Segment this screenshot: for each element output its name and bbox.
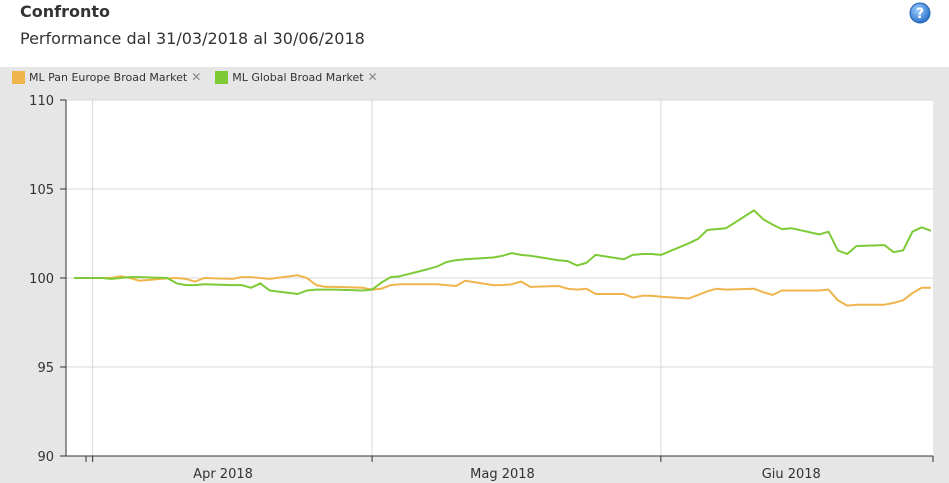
series [74,209,932,307]
svg-text:?: ? [916,6,924,22]
tick-labels: 110 105 100 95 90 Apr 2018 Mag 2018 Giu 2018 [29,94,821,482]
remove-series-icon[interactable]: ✕ [191,70,202,84]
legend-label-global: ML Global Broad Market [232,70,364,84]
remove-series-icon[interactable]: ✕ [367,70,378,84]
series-line-pan-europe [74,274,931,307]
y-tick-label: 100 [29,272,54,287]
chart-panel: ML Pan Europe Broad Market ✕ ML Global B… [0,67,949,483]
chart-title: Confronto [20,2,110,21]
x-tick-label: Mag 2018 [470,467,535,482]
legend-swatch-global [215,70,229,84]
y-tick-label: 110 [29,94,54,109]
y-tick-label: 90 [37,450,54,465]
chart-subtitle: Performance dal 31/03/2018 al 30/06/2018 [20,29,365,48]
x-tick-label: Giu 2018 [762,467,821,482]
series-line-global [74,209,932,295]
legend-swatch-pan-europe [12,70,25,84]
y-tick-label: 105 [29,183,54,198]
legend-item-pan-europe[interactable]: ML Pan Europe Broad Market ✕ [12,70,201,84]
help-icon[interactable]: ? [909,2,931,24]
line-chart: 110 105 100 95 90 Apr 2018 Mag 2018 Giu 2018 [29,94,934,482]
y-tick-label: 95 [37,361,54,376]
axes [60,99,934,462]
x-tick-label: Apr 2018 [193,467,253,482]
legend: ML Pan Europe Broad Market ✕ ML Global B… [12,67,392,87]
legend-item-global[interactable]: ML Global Broad Market ✕ [215,70,378,84]
legend-label-pan-europe: ML Pan Europe Broad Market [29,70,188,84]
